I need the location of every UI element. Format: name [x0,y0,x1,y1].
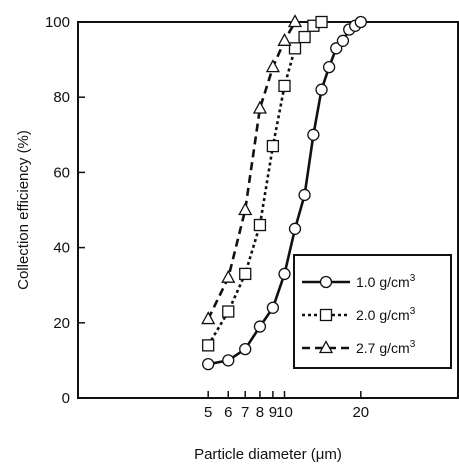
data-point [315,83,328,96]
series-line [207,20,362,366]
legend-label-base: 2.7 g/cm [356,340,410,356]
data-point [298,188,311,202]
data-point [288,42,302,55]
data-point [202,339,215,352]
series-line [207,20,323,347]
data-point [277,32,292,46]
legend-label-base: 1.0 g/cm [356,274,410,290]
series-3 [201,14,303,325]
legend-label: 1.0 g/cm3 [356,273,416,290]
y-tick-label: 40 [53,240,70,257]
x-tick-label: 6 [224,404,232,421]
y-tick-label: 80 [53,89,70,106]
x-tick-label: 8 [256,404,264,421]
data-point [239,267,252,281]
data-point [201,311,216,325]
legend-label-base: 2.0 g/cm [356,307,410,323]
data-point [222,354,235,367]
data-point [239,342,252,356]
data-point [253,218,267,232]
plot-frame [77,21,459,399]
y-tick-label: 100 [45,14,70,31]
legend-label: 2.0 g/cm3 [356,306,416,323]
data-point [298,30,311,44]
legend-marker [319,275,333,289]
y-axis: 0 20 40 60 80 100 [45,14,85,407]
y-axis-title: Collection efficiency (%) [15,130,32,290]
data-point [266,301,280,314]
legend-entry: 1.0 g/cm3 [302,273,416,290]
x-tick-label: 20 [352,404,369,421]
data-point [288,222,302,235]
x-tick-label: 7 [241,404,249,421]
data-point [221,269,236,283]
x-tick-label: 10 [276,404,293,421]
y-tick-label: 60 [53,164,70,181]
series-2 [202,15,328,352]
series-1 [202,15,367,371]
data-point [252,100,268,114]
legend-marker [318,340,334,354]
data-point [307,128,320,141]
series-layer [201,14,367,371]
data-point [354,15,367,29]
legend-entry: 2.7 g/cm3 [302,339,416,356]
x-tick-label: 5 [204,404,212,421]
y-tick-label: 20 [53,315,70,332]
data-point [238,202,253,216]
legend-marker [319,308,333,322]
x-tick-label: 9 [269,404,277,421]
x-axis: 5 6 7 8 9 10 20 [204,391,369,421]
data-point [278,267,291,281]
data-point [222,305,235,318]
data-point [287,14,303,28]
data-point [265,59,280,73]
x-axis-title: Particle diameter (μm) [194,446,342,463]
legend-label-superscript: 3 [410,273,416,284]
data-point [278,79,291,93]
data-point [330,42,343,55]
legend-label-superscript: 3 [410,339,416,350]
data-point [202,358,215,371]
y-tick-label: 0 [62,390,70,407]
data-point [266,139,280,153]
data-point [336,34,350,47]
data-point [253,320,267,333]
legend-label: 2.7 g/cm3 [356,339,416,356]
legend-label-superscript: 3 [410,306,416,317]
legend-entry: 2.0 g/cm3 [302,306,416,323]
data-point [315,15,328,29]
data-point [322,60,336,74]
